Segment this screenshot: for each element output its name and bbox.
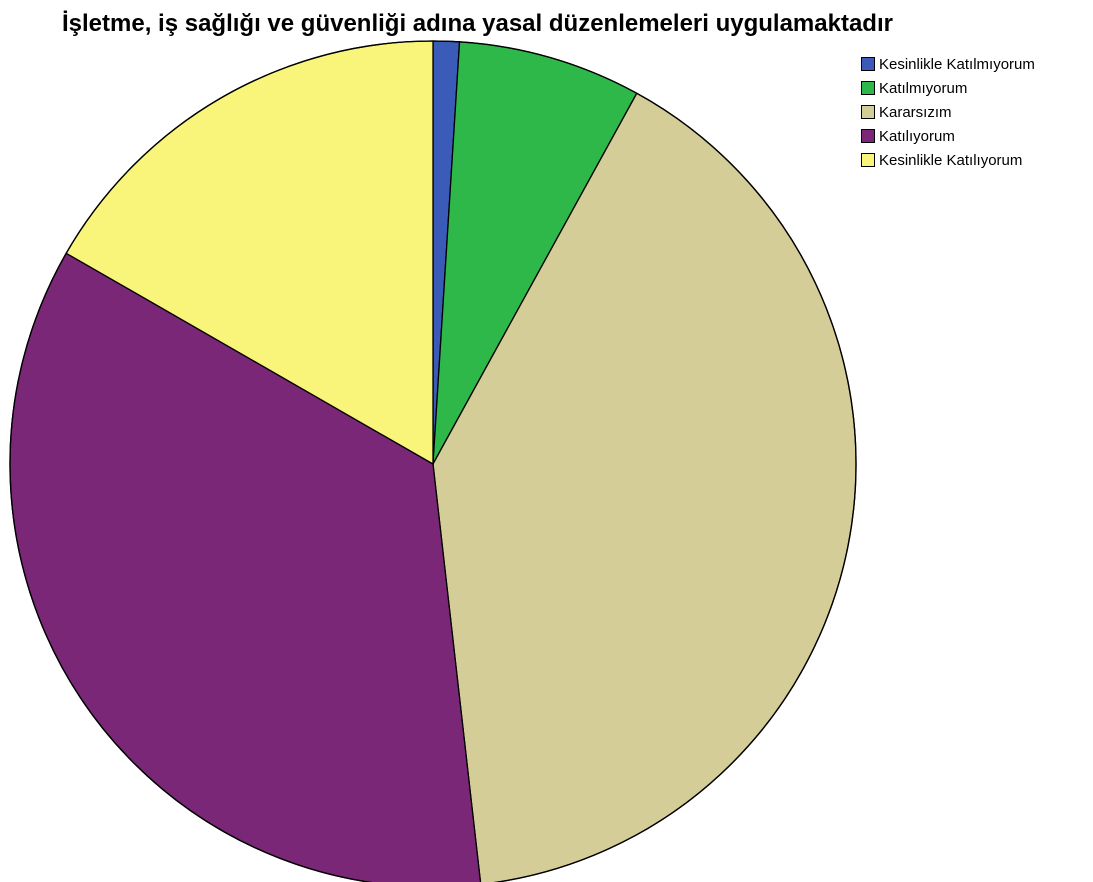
legend-label: Kesinlikle Katılıyorum	[879, 151, 1023, 169]
legend-item: Katılmıyorum	[861, 76, 1035, 100]
legend-swatch	[861, 153, 875, 167]
pie-outline	[9, 40, 857, 882]
legend-swatch	[861, 81, 875, 95]
legend-swatch	[861, 129, 875, 143]
legend-swatch	[861, 105, 875, 119]
legend-item: Kesinlikle Katılıyorum	[861, 148, 1035, 172]
legend-item: Kesinlikle Katılmıyorum	[861, 52, 1035, 76]
legend-item: Kararsızım	[861, 100, 1035, 124]
legend-item: Katılıyorum	[861, 124, 1035, 148]
chart-title: İşletme, iş sağlığı ve güvenliği adına y…	[62, 10, 893, 37]
legend-label: Katılmıyorum	[879, 79, 968, 97]
chart-legend: Kesinlikle Katılmıyorum Katılmıyorum Karar…	[861, 52, 1035, 172]
legend-swatch	[861, 57, 875, 71]
legend-label: Kesinlikle Katılmıyorum	[879, 55, 1035, 73]
legend-label: Kararsızım	[879, 103, 952, 121]
legend-label: Katılıyorum	[879, 127, 955, 145]
